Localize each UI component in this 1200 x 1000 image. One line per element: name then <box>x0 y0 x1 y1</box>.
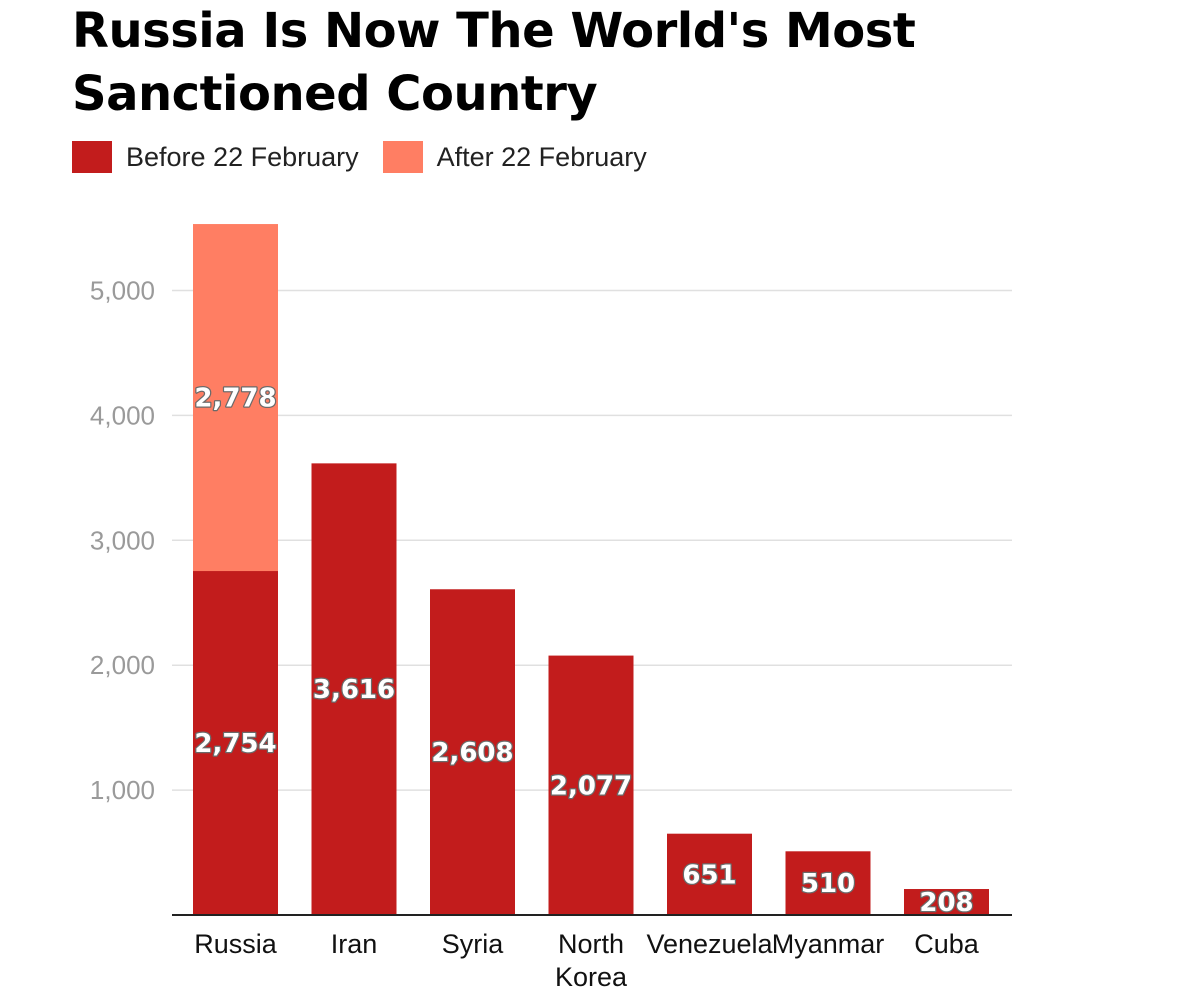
legend-swatch-after <box>382 141 423 173</box>
bar-value-label: 3,616 <box>313 675 395 705</box>
y-tick-label: 3,000 <box>90 525 155 555</box>
legend-label-after: After 22 February <box>436 141 647 172</box>
bar-before <box>785 851 871 915</box>
legend-item-before: Before 22 February <box>72 141 359 173</box>
y-tick-label: 4,000 <box>90 400 155 430</box>
legend: Before 22 February After 22 February <box>72 140 671 174</box>
bar-value-label: 2,608 <box>431 738 513 768</box>
y-tick-label: 2,000 <box>90 650 155 680</box>
legend-swatch-before <box>72 141 112 173</box>
legend-label-before: Before 22 February <box>126 141 359 172</box>
chart-title: Russia Is Now The World's Most Sanctione… <box>72 3 916 122</box>
bar-before <box>193 571 278 915</box>
y-tick-label: 1,000 <box>90 775 155 805</box>
legend-item-after: After 22 February <box>382 141 647 173</box>
bar-value-label: 651 <box>682 860 736 890</box>
x-tick-label: Syria <box>442 929 504 959</box>
x-tick-label: Myanmar <box>772 929 885 959</box>
bar-value-label: 2,754 <box>194 729 276 759</box>
bar-value-label: 208 <box>919 888 973 918</box>
x-tick-label: Cuba <box>914 929 980 959</box>
x-tick-label: North Korea <box>555 929 628 992</box>
y-tick-label: 5,000 <box>90 276 155 306</box>
bar-before <box>667 833 752 915</box>
bar-after <box>193 224 278 572</box>
bar-before <box>430 589 515 915</box>
bar-value-label: 510 <box>801 869 855 899</box>
x-tick-label: Iran <box>331 929 378 959</box>
x-tick-label: Venezuela <box>646 929 773 959</box>
bar-value-label: 2,077 <box>550 771 632 801</box>
bar-before <box>548 655 634 915</box>
bar-before <box>904 889 989 915</box>
bar-before <box>311 463 397 915</box>
bar-value-label: 2,778 <box>194 384 276 414</box>
x-tick-label: Russia <box>194 929 278 959</box>
